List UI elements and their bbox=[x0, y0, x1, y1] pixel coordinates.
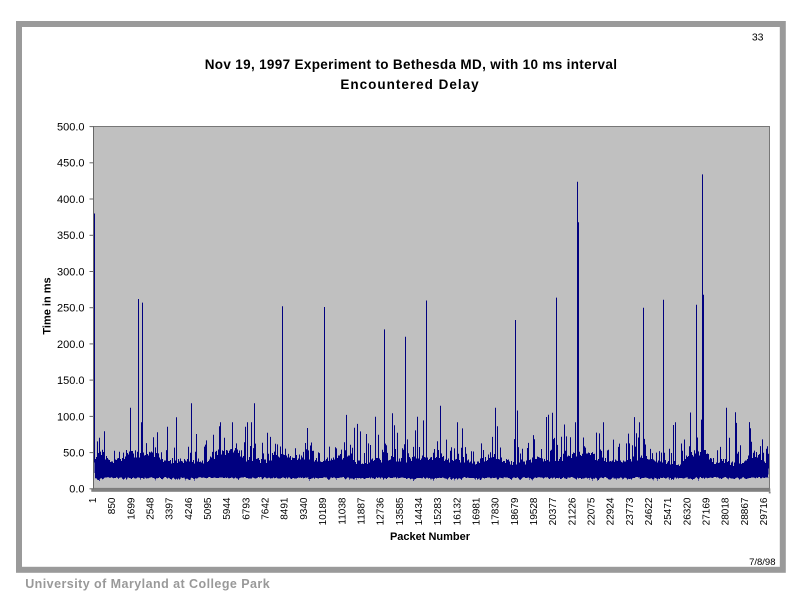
svg-text:21226: 21226 bbox=[567, 497, 578, 525]
svg-text:18679: 18679 bbox=[510, 497, 521, 525]
svg-text:Encountered Delay: Encountered Delay bbox=[340, 77, 479, 92]
svg-text:4246: 4246 bbox=[184, 497, 195, 520]
svg-text:50.0: 50.0 bbox=[63, 448, 84, 460]
svg-text:19528: 19528 bbox=[529, 497, 540, 525]
svg-text:Packet Number: Packet Number bbox=[390, 531, 471, 543]
svg-text:11038: 11038 bbox=[337, 497, 348, 525]
svg-text:25471: 25471 bbox=[663, 497, 674, 525]
svg-text:15283: 15283 bbox=[433, 497, 444, 525]
svg-text:200.0: 200.0 bbox=[57, 339, 85, 351]
svg-text:27169: 27169 bbox=[702, 497, 713, 525]
svg-text:24622: 24622 bbox=[644, 497, 655, 525]
svg-text:20377: 20377 bbox=[548, 497, 559, 525]
svg-text:7/8/98: 7/8/98 bbox=[749, 557, 775, 568]
svg-text:16132: 16132 bbox=[452, 497, 463, 525]
svg-text:100.0: 100.0 bbox=[57, 411, 85, 423]
svg-text:University of Maryland at Coll: University of Maryland at College Park bbox=[25, 577, 270, 591]
svg-text:5095: 5095 bbox=[203, 497, 214, 520]
svg-text:16981: 16981 bbox=[472, 497, 483, 525]
svg-text:400.0: 400.0 bbox=[57, 194, 85, 206]
svg-text:1: 1 bbox=[88, 497, 99, 503]
svg-text:250.0: 250.0 bbox=[57, 303, 85, 315]
svg-text:13585: 13585 bbox=[395, 497, 406, 525]
svg-text:450.0: 450.0 bbox=[57, 158, 85, 170]
svg-text:23773: 23773 bbox=[625, 497, 636, 525]
svg-text:17830: 17830 bbox=[491, 497, 502, 525]
svg-text:28867: 28867 bbox=[740, 497, 751, 525]
svg-text:29716: 29716 bbox=[759, 497, 770, 525]
svg-text:0.0: 0.0 bbox=[69, 484, 84, 496]
svg-text:500.0: 500.0 bbox=[57, 122, 85, 134]
svg-text:14434: 14434 bbox=[414, 497, 425, 525]
svg-text:350.0: 350.0 bbox=[57, 230, 85, 242]
svg-text:6793: 6793 bbox=[241, 497, 252, 520]
svg-text:22924: 22924 bbox=[606, 497, 617, 525]
svg-text:3397: 3397 bbox=[165, 497, 176, 520]
svg-text:11887: 11887 bbox=[356, 497, 367, 525]
svg-text:8491: 8491 bbox=[280, 497, 291, 520]
svg-text:12736: 12736 bbox=[376, 497, 387, 525]
svg-text:26320: 26320 bbox=[682, 497, 693, 525]
svg-text:150.0: 150.0 bbox=[57, 375, 85, 387]
svg-text:5944: 5944 bbox=[222, 497, 233, 520]
svg-text:22075: 22075 bbox=[587, 497, 598, 525]
svg-text:7642: 7642 bbox=[261, 497, 272, 520]
svg-text:1699: 1699 bbox=[126, 497, 137, 520]
svg-text:300.0: 300.0 bbox=[57, 266, 85, 278]
svg-text:33: 33 bbox=[752, 32, 764, 44]
svg-text:Time in ms: Time in ms bbox=[42, 277, 54, 334]
svg-text:10189: 10189 bbox=[318, 497, 329, 525]
svg-text:9340: 9340 bbox=[299, 497, 310, 520]
svg-text:Nov 19, 1997 Experiment to Bet: Nov 19, 1997 Experiment to Bethesda MD, … bbox=[205, 57, 618, 72]
svg-text:28018: 28018 bbox=[721, 497, 732, 525]
svg-text:2548: 2548 bbox=[146, 497, 157, 520]
svg-text:850: 850 bbox=[107, 497, 118, 514]
